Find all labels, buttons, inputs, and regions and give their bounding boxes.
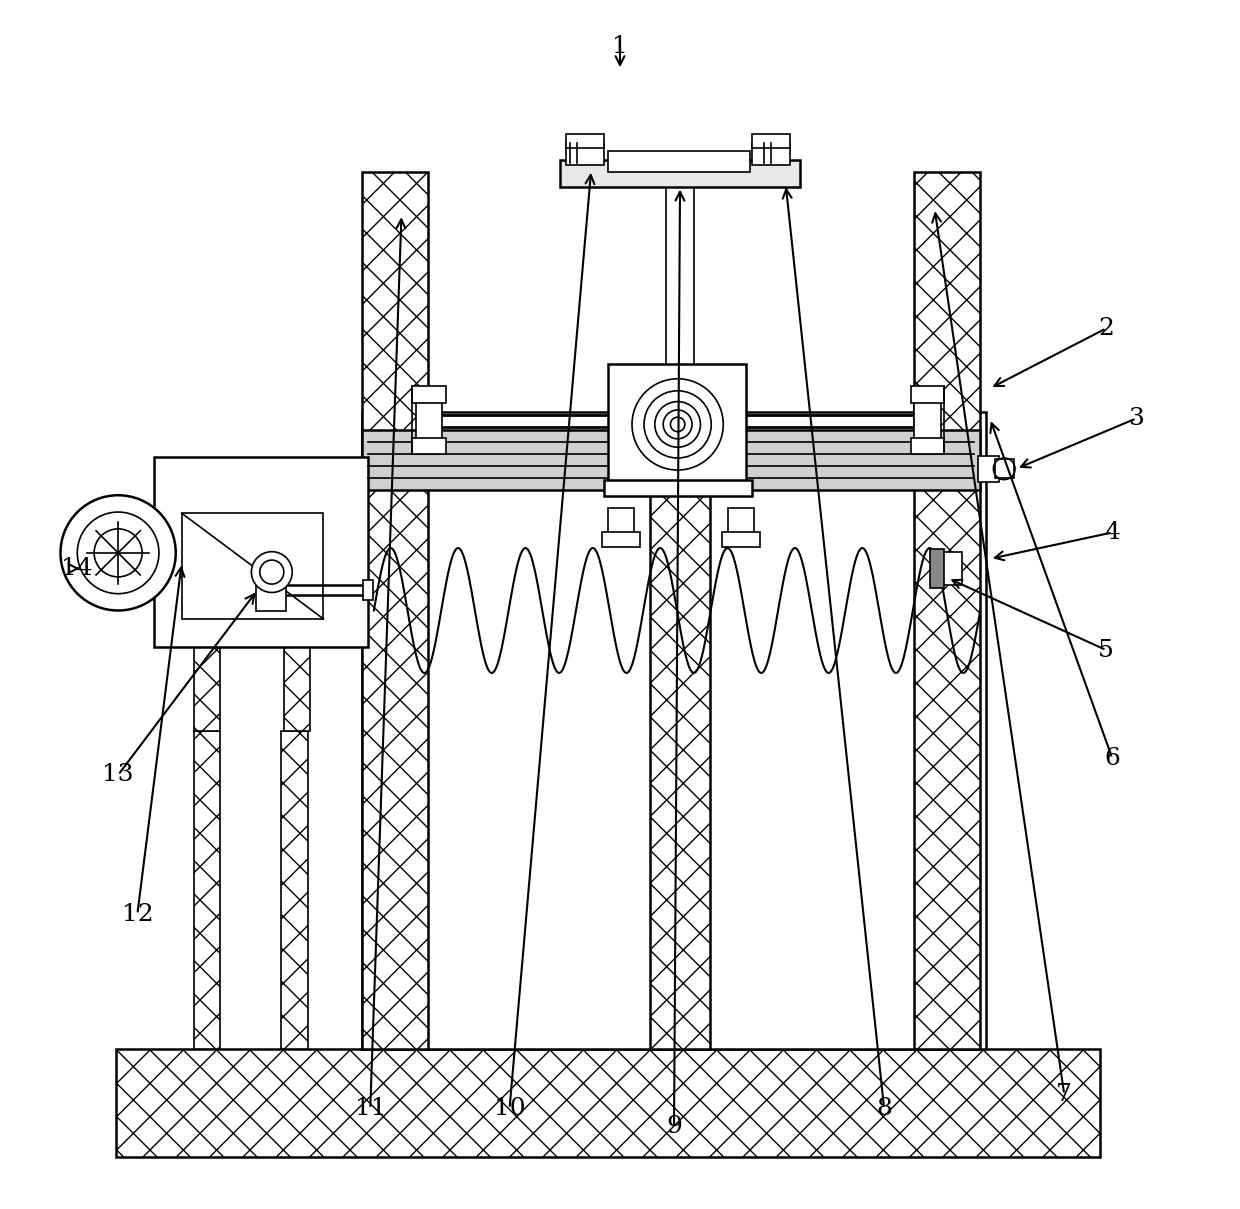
Bar <box>362 412 986 1048</box>
Text: 13: 13 <box>103 764 134 787</box>
Bar <box>978 456 999 482</box>
Bar <box>193 730 221 1048</box>
Bar <box>560 161 800 186</box>
Bar <box>666 178 694 370</box>
Bar <box>362 172 428 1048</box>
Bar <box>565 144 604 166</box>
Text: 6: 6 <box>1105 747 1120 770</box>
Bar <box>910 386 944 403</box>
Bar <box>608 364 746 485</box>
Text: 8: 8 <box>877 1098 892 1121</box>
Bar <box>601 532 640 546</box>
Text: 3: 3 <box>1128 407 1145 430</box>
Bar <box>363 580 373 600</box>
Bar <box>115 1048 1100 1157</box>
Text: 1: 1 <box>613 35 627 58</box>
Bar <box>284 644 310 730</box>
Bar <box>362 430 980 491</box>
Bar <box>994 459 1014 479</box>
Bar <box>753 134 790 149</box>
Bar <box>154 457 368 647</box>
Bar <box>936 551 962 585</box>
Text: 10: 10 <box>494 1098 526 1121</box>
Bar <box>722 532 760 546</box>
Bar <box>930 549 944 588</box>
Text: 4: 4 <box>1105 521 1120 544</box>
Text: 9: 9 <box>666 1115 682 1139</box>
Bar <box>650 376 711 1048</box>
Bar <box>914 391 941 449</box>
Bar <box>193 644 221 730</box>
Bar <box>412 438 446 455</box>
Bar <box>257 572 286 611</box>
Bar <box>412 386 446 403</box>
Bar <box>608 151 750 172</box>
Bar <box>281 730 308 1048</box>
Circle shape <box>61 496 176 611</box>
Bar <box>753 144 790 166</box>
Text: 2: 2 <box>1099 317 1115 340</box>
Text: 14: 14 <box>62 557 93 580</box>
Bar <box>728 509 754 537</box>
Bar <box>182 514 324 619</box>
Circle shape <box>252 551 293 592</box>
Text: 11: 11 <box>355 1098 386 1121</box>
Bar <box>914 172 980 1048</box>
Bar <box>415 391 443 449</box>
Text: 5: 5 <box>1099 638 1115 661</box>
Bar <box>565 134 604 149</box>
Bar <box>910 438 944 455</box>
Bar <box>608 509 635 537</box>
Text: 7: 7 <box>1056 1083 1073 1106</box>
Bar <box>604 480 753 497</box>
Text: 12: 12 <box>122 903 154 926</box>
